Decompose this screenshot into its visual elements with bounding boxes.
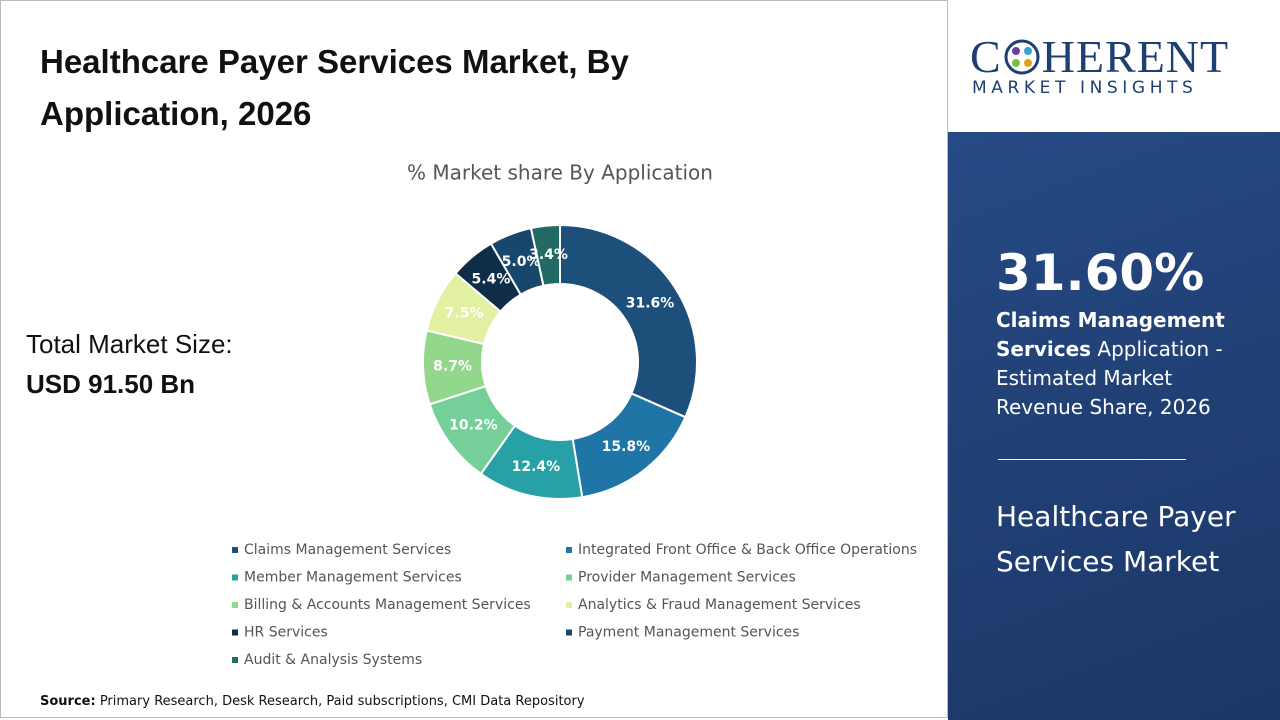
chart: % Market share By Application 31.6% 15.8%… xyxy=(232,161,917,668)
logo-tagline: MARKET INSIGHTS xyxy=(972,78,1198,98)
logo-dot xyxy=(1023,58,1032,67)
legend-swatch xyxy=(232,657,238,663)
logo: C HERENT MARKET INSIGHTS xyxy=(948,0,1280,132)
logo-wordmark: C HERENT xyxy=(970,30,1229,83)
total-market: Total Market Size: USD 91.50 Bn xyxy=(26,324,233,404)
highlight-segment: Claims Management Services xyxy=(996,308,1225,361)
side-panel: 31.60% Claims Management Services Applic… xyxy=(948,132,1280,720)
highlight-share: 31.60% xyxy=(996,244,1205,302)
data-label: 31.6% xyxy=(626,295,675,311)
legend-label: HR Services xyxy=(244,625,328,641)
logo-dot xyxy=(1011,58,1020,67)
logo-right: HERENT xyxy=(1041,31,1230,82)
source-text: Primary Research, Desk Research, Paid su… xyxy=(95,694,585,709)
total-value: USD 91.50 Bn xyxy=(26,369,196,399)
donut-slice xyxy=(529,223,561,287)
legend-label: Payment Management Services xyxy=(578,625,799,641)
legend-swatch xyxy=(232,574,238,581)
legend-swatch xyxy=(566,602,572,608)
legend-label: Integrated Front Office & Back Office Op… xyxy=(578,542,917,558)
legend-swatch xyxy=(232,602,238,608)
frame xyxy=(0,0,948,718)
source: Source: Primary Research, Desk Research,… xyxy=(40,694,585,709)
highlight-description: Claims Management Services Application -… xyxy=(996,306,1236,422)
logo-icon xyxy=(1004,39,1040,74)
data-label: 7.5% xyxy=(445,305,484,321)
data-label: 15.8% xyxy=(602,439,651,455)
legend-swatch xyxy=(566,629,572,636)
legend-label: Audit & Analysis Systems xyxy=(244,652,422,668)
divider xyxy=(998,459,1186,460)
donut-slice xyxy=(559,223,698,419)
legend-swatch xyxy=(566,547,572,553)
legend-swatch xyxy=(232,547,238,553)
data-label: 5.4% xyxy=(472,272,511,288)
logo-dot xyxy=(1011,46,1020,55)
logo-dot xyxy=(1023,46,1032,55)
data-label: 5.0% xyxy=(502,254,541,270)
data-label: 8.7% xyxy=(433,358,472,374)
legend-label: Member Management Services xyxy=(244,570,462,586)
legend-swatch xyxy=(566,574,572,581)
logo-ring xyxy=(1004,39,1040,74)
highlight-text: Application - Estimated Market Revenue S… xyxy=(996,337,1223,419)
market-name: Healthcare Payer Services Market xyxy=(996,500,1236,578)
total-label: Total Market Size: xyxy=(26,329,233,359)
data-label: 3.4% xyxy=(529,247,568,263)
chart-title: % Market share By Application xyxy=(407,161,713,185)
source-label: Source: xyxy=(40,694,96,709)
legend-label: Analytics & Fraud Management Services xyxy=(578,597,861,613)
data-label: 12.4% xyxy=(512,459,561,475)
logo-left: C xyxy=(970,31,1002,82)
data-label: 10.2% xyxy=(449,418,498,434)
legend-swatch xyxy=(232,629,238,636)
legend-label: Provider Management Services xyxy=(578,570,796,586)
page-title: Healthcare Payer Services Market, By App… xyxy=(40,43,629,132)
legend-label: Billing & Accounts Management Services xyxy=(244,597,531,613)
legend-label: Claims Management Services xyxy=(244,542,451,558)
